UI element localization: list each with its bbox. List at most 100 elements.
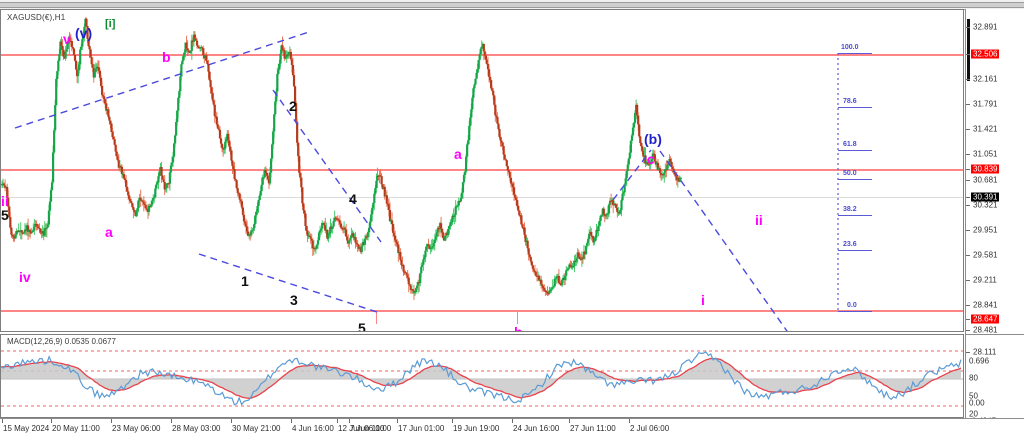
wave-label-ii-4: ii (1, 193, 9, 209)
axis-price-label: 31.421 (973, 124, 998, 134)
wave-label-b-17: (b) (644, 131, 662, 147)
axis-tick (966, 319, 970, 320)
wave-label-b-3: b (162, 49, 171, 65)
time-axis-label: 12 Jun 06:00 (338, 424, 385, 433)
fib-label-0: 0.0 (847, 302, 857, 309)
time-tick (51, 419, 52, 423)
time-tick (2, 419, 3, 423)
level-anchor-b (517, 310, 518, 324)
time-axis[interactable]: 15 May 2024 20 May 11:00 23 May 06:00 28 Ma… (0, 418, 1024, 441)
axis-tick (966, 79, 970, 80)
time-axis-label: 28 May 03:00 (172, 424, 221, 433)
time-tick (111, 419, 112, 423)
axis-range-marker (967, 19, 970, 81)
axis-tick (966, 280, 970, 281)
time-tick (397, 419, 398, 423)
fib-label-786: 78.6 (843, 98, 857, 105)
axis-price-label: 29.951 (973, 225, 998, 235)
time-tick (337, 419, 338, 423)
wave-label-i-19: i (701, 292, 705, 308)
axis-price-label: 30.681 (973, 175, 998, 185)
axis-tick (966, 305, 970, 306)
time-tick (452, 419, 453, 423)
axis-tick (966, 169, 970, 170)
wave-label-v-1: (v) (75, 25, 93, 41)
axis-tick (966, 205, 970, 206)
price-level-mid-resistance (1, 169, 963, 171)
time-tick (291, 419, 292, 423)
wave-label-iv-6: iv (19, 269, 31, 285)
time-axis-label: 24 Jun 16:00 (513, 424, 560, 433)
price-axis[interactable]: 32.891 32.506 32.161 31.791 31.421 31.051 30.8… (965, 9, 1024, 426)
axis-price-label-red: 28.647 (971, 314, 1000, 324)
axis-tick (966, 197, 970, 198)
axis-price-label-red: 30.839 (971, 164, 1000, 174)
trendline-descending-lower[interactable] (198, 253, 378, 313)
fib-tick-100 (838, 53, 872, 54)
time-axis-label: 7 Jun 11:00 (350, 424, 392, 433)
trendline-rising-support[interactable] (14, 31, 310, 129)
trendline-projection-down-ii[interactable] (659, 150, 806, 331)
axis-tick (966, 27, 970, 28)
axis-tick (966, 129, 970, 130)
axis-price-label-red: 32.506 (971, 49, 1000, 59)
trendline-group[interactable] (1, 10, 963, 331)
axis-price-label: 28.481 (973, 325, 998, 335)
time-axis-label: 20 May 11:00 (52, 424, 100, 433)
macd-axis-label: 0.00 (969, 398, 985, 408)
candlestick-series (1, 17, 683, 300)
time-axis-label: 4 Jun 16:00 (292, 424, 334, 433)
axis-tick (966, 104, 970, 105)
fib-tick-0 (838, 311, 872, 312)
macd-label: MACD(12,26,9) 0.0535 0.0677 (7, 337, 116, 346)
fib-tick-236 (838, 250, 872, 251)
wave-label-4-11: 4 (349, 191, 357, 207)
axis-price-label: 32.161 (973, 74, 998, 84)
axis-price-label: 28.111 (973, 347, 997, 357)
axis-price-label: 30.321 (973, 200, 998, 210)
fib-label-236: 23.6 (843, 241, 857, 248)
macd-pane[interactable]: MACD(12,26,9) 0.0535 0.0677 (0, 334, 964, 418)
time-tick (231, 419, 232, 423)
fib-tick-618 (838, 150, 872, 151)
time-axis-label: 15 May 2024 (3, 424, 50, 433)
fib-tick-786 (838, 107, 872, 108)
time-axis-label: 17 Jun 01:00 (398, 424, 445, 433)
wave-label-c-18: c (647, 151, 655, 167)
axis-tick (966, 230, 970, 231)
fib-label-50: 50.0 (843, 170, 857, 177)
axis-tick (966, 255, 970, 256)
wave-label-5-5: 5 (1, 207, 9, 223)
wave-label-v-0: v (63, 31, 71, 47)
wave-label-b-16: b (514, 325, 523, 331)
wave-label-a-7: a (105, 224, 113, 240)
fib-tick-50 (838, 179, 872, 180)
axis-price-label: 28.841 (973, 300, 998, 310)
wave-label-1-9: 1 (241, 273, 249, 289)
axis-pane-divider (966, 334, 1024, 335)
axis-tick (966, 154, 970, 155)
price-chart-pane[interactable]: 100.0 78.6 61.8 50.0 38.2 23.6 0.0 v (v) [… (0, 9, 964, 332)
axis-tick (966, 54, 970, 55)
wave-label-5-12: 5 (358, 320, 366, 331)
macd-axis-label: 50 (969, 391, 978, 401)
scrollbar-track[interactable] (0, 2, 1024, 8)
axis-tick (966, 180, 970, 181)
wave-label-3-10: 3 (290, 292, 298, 308)
axis-tick (966, 330, 970, 331)
macd-plot (0, 350, 963, 407)
wave-label-2-8: 2 (289, 98, 297, 114)
time-tick (171, 419, 172, 423)
axis-price-label-black: 30.391 (971, 192, 1000, 202)
trendline-projection-up-c[interactable] (612, 149, 652, 201)
fibonacci-retracement-tool[interactable] (1, 10, 963, 331)
axis-price-label: 31.791 (973, 99, 998, 109)
wave-label-c-13: c (366, 327, 374, 331)
wave-label-a-15: a (454, 146, 462, 162)
macd-axis-label: 20 (969, 409, 978, 419)
price-plot-area[interactable]: 100.0 78.6 61.8 50.0 38.2 23.6 0.0 v (v) [… (1, 10, 963, 331)
time-tick (349, 419, 350, 423)
price-level-lower-support (1, 310, 963, 312)
fib-label-618: 61.8 (843, 141, 857, 148)
